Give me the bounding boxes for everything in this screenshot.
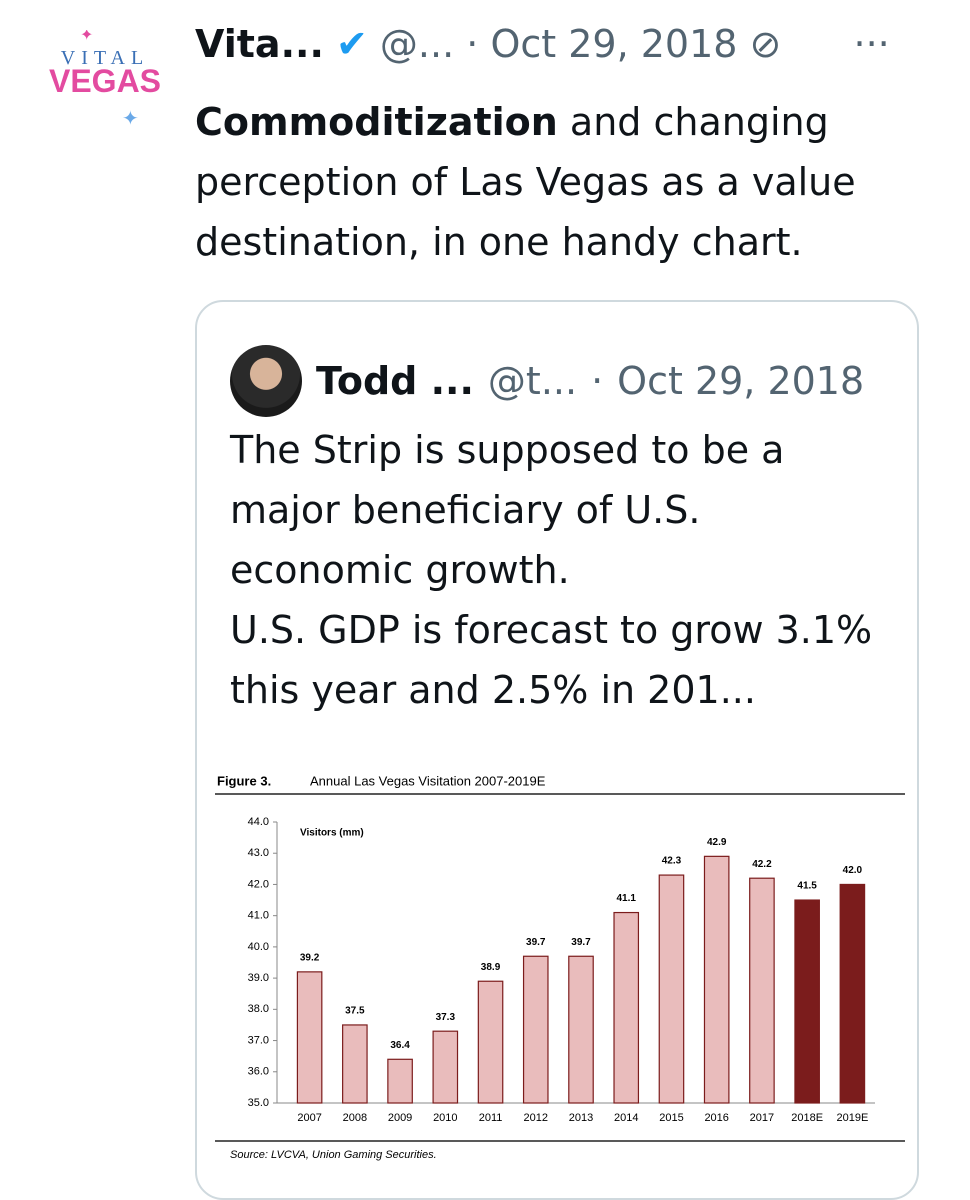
y-axis-label: Visitors (mm): [300, 828, 364, 839]
x-tick-label: 2015: [659, 1112, 683, 1124]
sparkle: ✦: [122, 106, 139, 130]
x-tick-label: 2008: [343, 1112, 367, 1124]
value-label: 39.7: [526, 937, 546, 948]
y-tick-label: 44.0: [248, 816, 269, 828]
value-label: 42.3: [662, 856, 682, 867]
sparkle: ✦: [80, 30, 93, 44]
x-tick-label: 2009: [388, 1112, 412, 1124]
value-label: 38.9: [481, 962, 501, 973]
value-label: 42.0: [843, 865, 863, 876]
tweet-text: Commoditization and changing perception …: [195, 92, 915, 272]
y-tick-label: 37.0: [248, 1034, 269, 1046]
x-tick-label: 2018E: [791, 1112, 823, 1124]
separator: ·: [591, 359, 604, 403]
bar: [703, 855, 730, 1104]
tweet-date[interactable]: Oct 29, 2018: [490, 22, 738, 66]
x-tick-label: 2016: [704, 1112, 728, 1124]
y-tick-label: 35.0: [248, 1097, 269, 1109]
bar: [749, 877, 775, 1104]
source: Source: LVCVA, Union Gaming Securities.: [230, 1149, 437, 1161]
bar: [432, 1030, 459, 1104]
quote-avatar[interactable]: [230, 345, 302, 417]
tweet-text-rest: and changing perception of Las Vegas as …: [195, 100, 856, 264]
chart: Figure 3. Annual Las Vegas Visitation 20…: [215, 765, 915, 1175]
figure-label: Figure 3.: [217, 773, 271, 788]
bar: [522, 955, 549, 1104]
quote-author-name[interactable]: Todd ...: [316, 359, 474, 403]
x-tick-label: 2010: [433, 1112, 457, 1124]
quote-paragraph: U.S. GDP is forecast to grow 3.1% this y…: [230, 608, 873, 712]
bar: [839, 883, 866, 1104]
x-tick-label: 2013: [569, 1112, 593, 1124]
author-name[interactable]: Vita...: [195, 22, 324, 66]
x-tick-label: 2011: [479, 1112, 503, 1124]
value-label: 41.5: [797, 881, 817, 892]
bar: [477, 980, 504, 1104]
quote-date[interactable]: Oct 29, 2018: [617, 359, 865, 403]
x-tick-label: 2017: [750, 1112, 774, 1124]
bar: [658, 874, 685, 1104]
y-tick-label: 39.0: [248, 972, 269, 984]
value-label: 37.5: [345, 1006, 365, 1017]
more-button[interactable]: ···: [853, 22, 890, 66]
quote-paragraph: The Strip is supposed to be a major bene…: [230, 428, 785, 592]
value-label: 39.2: [300, 953, 320, 964]
x-tick-label: 2007: [297, 1112, 321, 1124]
quote-handle[interactable]: @t...: [487, 359, 578, 403]
grok-icon[interactable]: ⊘: [749, 22, 782, 66]
tweet-header: Vita... ✔ @... · Oct 29, 2018 ⊘ ···: [195, 22, 890, 66]
bar: [568, 955, 594, 1104]
value-label: 42.2: [752, 859, 772, 870]
bar: [342, 1024, 368, 1104]
value-label: 37.3: [436, 1012, 456, 1023]
bar: [296, 971, 323, 1104]
tweet-text-bold: Commoditization: [195, 100, 558, 144]
quote-card[interactable]: [195, 300, 919, 1200]
avatar-bottom: VEGAS: [49, 63, 161, 99]
y-tick-label: 43.0: [248, 847, 269, 859]
x-tick-label: 2019E: [836, 1112, 868, 1124]
x-tick-label: 2014: [614, 1112, 638, 1124]
bar: [387, 1058, 413, 1104]
quote-header: Todd ... @t... · Oct 29, 2018: [230, 345, 864, 417]
quote-text: The Strip is supposed to be a major bene…: [230, 420, 890, 720]
y-tick-label: 41.0: [248, 910, 269, 922]
value-label: 41.1: [616, 893, 636, 904]
y-tick-label: 36.0: [248, 1066, 269, 1078]
y-tick-label: 40.0: [248, 941, 269, 953]
avatar-top: VITAL: [61, 47, 149, 69]
separator: ·: [466, 22, 479, 66]
verified-badge: ✔: [335, 22, 368, 66]
x-tick-label: 2012: [524, 1112, 548, 1124]
avatar[interactable]: VITAL VEGAS ✦ ✦: [40, 30, 170, 140]
y-tick-label: 42.0: [248, 878, 269, 890]
author-handle[interactable]: @...: [379, 22, 455, 66]
y-tick-label: 38.0: [248, 1003, 269, 1015]
value-label: 39.7: [571, 937, 591, 948]
value-label: 42.9: [707, 837, 727, 848]
value-label: 36.4: [390, 1040, 410, 1051]
bar: [613, 911, 640, 1104]
chart-title: Annual Las Vegas Visitation 2007-2019E: [310, 773, 546, 788]
bar: [794, 899, 820, 1104]
